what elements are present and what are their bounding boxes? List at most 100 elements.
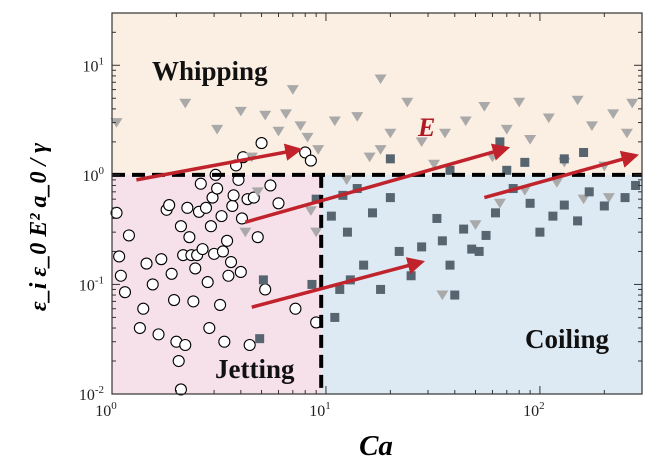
data-point-square: [584, 187, 594, 197]
data-point-circle: [168, 294, 181, 307]
regime-boundaries: [112, 172, 642, 394]
data-point-triangle: [286, 85, 299, 95]
y-tick-label: 10-2: [79, 384, 104, 404]
data-point-triangle: [179, 98, 192, 109]
data-point-circle: [218, 335, 231, 348]
data-point-circle: [272, 197, 285, 210]
y-tick-label: 10-1: [79, 274, 104, 294]
data-point-square: [335, 284, 345, 294]
data-point-circle: [227, 189, 240, 202]
data-point-circle: [183, 231, 196, 244]
data-point-square: [406, 271, 416, 281]
data-point-triangle: [500, 124, 513, 135]
x-tick-label: 101: [309, 400, 331, 420]
data-point-circle: [189, 262, 202, 275]
data-point-circle: [234, 265, 247, 278]
field-arrow: [483, 150, 639, 200]
data-point-circle: [152, 328, 165, 341]
data-point-circle: [174, 383, 187, 396]
data-point-triangle: [384, 128, 397, 139]
data-point-triangle: [438, 128, 451, 139]
data-point-circle: [214, 298, 227, 311]
data-point-triangle: [401, 97, 414, 108]
data-point-square: [535, 227, 545, 237]
plot-border: [111, 12, 643, 395]
data-point-square: [481, 230, 491, 240]
data-point-square: [385, 154, 395, 164]
data-point-square: [432, 213, 442, 223]
data-point-circle: [304, 154, 317, 167]
data-point-circle: [196, 243, 209, 256]
data-point-triangle: [571, 95, 584, 106]
field-arrow: [136, 143, 303, 182]
data-point-triangle: [428, 159, 441, 170]
x-tick-label: 102: [523, 400, 545, 420]
data-point-triangle: [513, 97, 526, 108]
data-point-circle: [255, 137, 268, 150]
data-point-circle: [211, 182, 224, 195]
data-point-square: [620, 193, 630, 203]
data-point-triangle: [374, 145, 387, 155]
data-point-triangle: [110, 118, 123, 128]
y-tick-label: 101: [83, 55, 105, 75]
data-point-circle: [221, 234, 234, 247]
x-axis-title: Ca: [359, 430, 393, 462]
data-point-square: [258, 275, 268, 285]
data-point-square: [352, 184, 362, 194]
data-point-circle: [146, 278, 159, 291]
data-point-square: [459, 224, 469, 234]
data-point-circle: [165, 267, 178, 280]
data-point-triangle: [294, 121, 307, 131]
data-point-circle: [174, 220, 187, 233]
data-point-circle: [155, 253, 168, 266]
y-axis-title: ε_i ε_0 E² a_0 / γ: [26, 143, 52, 311]
data-point-square: [342, 227, 352, 237]
data-point-square: [474, 246, 484, 256]
data-point-square: [385, 193, 395, 203]
data-point-square: [559, 200, 569, 210]
data-point-circle: [222, 269, 235, 282]
data-point-triangle: [542, 113, 555, 124]
data-point-triangle: [524, 135, 537, 145]
data-point-circle: [215, 210, 228, 223]
data-point-square: [359, 260, 369, 270]
data-point-circle: [179, 338, 192, 352]
data-point-triangle: [374, 74, 387, 85]
data-point-triangle: [607, 109, 620, 119]
data-point-square: [502, 165, 512, 175]
data-point-circle: [224, 256, 238, 269]
data-point-triangle: [239, 227, 252, 238]
data-point-square: [573, 216, 583, 226]
data-point-triangle: [340, 175, 353, 185]
data-point-square: [376, 284, 386, 294]
data-point-square: [417, 242, 427, 252]
data-point-circle: [140, 257, 153, 270]
data-point-triangle: [234, 106, 247, 117]
data-point-circle: [118, 286, 132, 299]
y-tick-label: 100: [83, 165, 105, 185]
data-point-circle: [201, 276, 214, 289]
data-point-square: [559, 154, 569, 164]
data-point-circle: [264, 179, 277, 192]
data-point-circle: [204, 220, 217, 233]
data-point-circle: [259, 283, 272, 296]
field-arrows: [136, 143, 639, 309]
data-point-square: [326, 211, 336, 221]
data-point-triangle: [251, 187, 264, 197]
data-point-circle: [163, 199, 176, 212]
data-point-square: [579, 147, 589, 157]
plot-frame: [111, 12, 643, 395]
data-point-triangle: [602, 193, 615, 203]
data-point-circle: [226, 199, 239, 213]
data-point-square: [367, 208, 377, 218]
data-point-triangle: [259, 110, 272, 121]
data-point-square: [437, 236, 447, 246]
data-point-circle: [133, 321, 146, 335]
data-point-square: [330, 312, 340, 322]
field-arrow: [251, 257, 426, 309]
data-point-square: [311, 194, 321, 204]
data-point-square: [255, 334, 265, 344]
data-point-triangle: [459, 116, 472, 127]
data-point-circle: [235, 212, 249, 225]
data-point-circle: [122, 229, 135, 242]
